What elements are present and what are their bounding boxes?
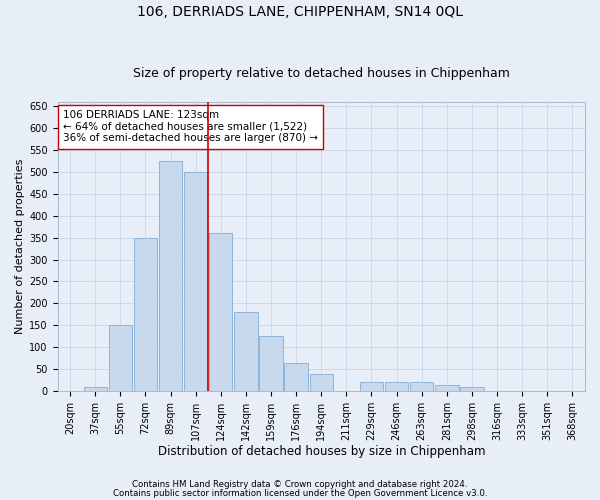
- Bar: [360, 382, 383, 391]
- Bar: [410, 382, 433, 391]
- Bar: [284, 362, 308, 391]
- Bar: [259, 336, 283, 391]
- Bar: [385, 382, 408, 391]
- Bar: [159, 161, 182, 391]
- Text: 106, DERRIADS LANE, CHIPPENHAM, SN14 0QL: 106, DERRIADS LANE, CHIPPENHAM, SN14 0QL: [137, 5, 463, 19]
- Bar: [460, 387, 484, 391]
- Bar: [109, 326, 132, 391]
- Bar: [435, 384, 458, 391]
- Y-axis label: Number of detached properties: Number of detached properties: [15, 158, 25, 334]
- Text: 106 DERRIADS LANE: 123sqm
← 64% of detached houses are smaller (1,522)
36% of se: 106 DERRIADS LANE: 123sqm ← 64% of detac…: [63, 110, 318, 144]
- X-axis label: Distribution of detached houses by size in Chippenham: Distribution of detached houses by size …: [158, 444, 485, 458]
- Title: Size of property relative to detached houses in Chippenham: Size of property relative to detached ho…: [133, 66, 509, 80]
- Bar: [134, 238, 157, 391]
- Bar: [209, 233, 232, 391]
- Bar: [310, 374, 333, 391]
- Text: Contains HM Land Registry data © Crown copyright and database right 2024.: Contains HM Land Registry data © Crown c…: [132, 480, 468, 489]
- Bar: [83, 387, 107, 391]
- Bar: [234, 312, 257, 391]
- Text: Contains public sector information licensed under the Open Government Licence v3: Contains public sector information licen…: [113, 488, 487, 498]
- Bar: [184, 172, 208, 391]
